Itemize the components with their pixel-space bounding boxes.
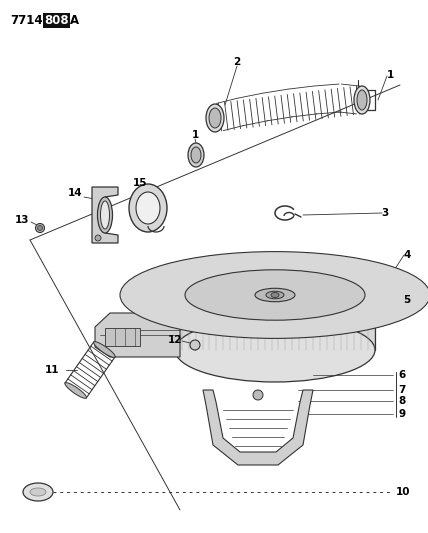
Ellipse shape — [354, 86, 370, 114]
Text: 808: 808 — [44, 14, 68, 27]
Bar — [175, 281, 375, 350]
Text: 7714: 7714 — [10, 14, 43, 27]
Text: 1: 1 — [191, 130, 199, 140]
Text: 15: 15 — [133, 178, 147, 188]
Text: 14: 14 — [68, 188, 82, 198]
Ellipse shape — [209, 108, 221, 128]
Text: 6: 6 — [398, 370, 406, 380]
Ellipse shape — [206, 104, 224, 132]
Text: 10: 10 — [396, 487, 410, 497]
Polygon shape — [95, 313, 180, 357]
Ellipse shape — [136, 192, 160, 224]
Ellipse shape — [129, 184, 167, 232]
Text: 4: 4 — [403, 250, 411, 260]
Polygon shape — [92, 187, 118, 243]
Text: 8: 8 — [398, 396, 406, 406]
Text: 808: 808 — [44, 14, 68, 27]
Text: 7: 7 — [398, 385, 406, 395]
Ellipse shape — [175, 318, 375, 382]
Circle shape — [95, 235, 101, 241]
Text: A: A — [70, 14, 79, 27]
Circle shape — [190, 340, 200, 350]
Text: 1: 1 — [386, 70, 394, 80]
Ellipse shape — [65, 383, 86, 398]
Ellipse shape — [101, 201, 110, 229]
Circle shape — [38, 225, 42, 230]
Ellipse shape — [357, 90, 367, 110]
Polygon shape — [203, 390, 313, 465]
Circle shape — [253, 390, 263, 400]
Text: 9: 9 — [398, 409, 406, 419]
Circle shape — [355, 92, 361, 98]
Text: 3: 3 — [381, 208, 389, 218]
Text: 12: 12 — [168, 335, 182, 345]
Ellipse shape — [23, 483, 53, 501]
Ellipse shape — [191, 147, 201, 163]
Ellipse shape — [94, 342, 115, 357]
Circle shape — [36, 223, 45, 232]
Ellipse shape — [266, 291, 284, 299]
Ellipse shape — [255, 288, 295, 302]
Ellipse shape — [175, 267, 375, 323]
Text: 11: 11 — [45, 365, 59, 375]
Ellipse shape — [185, 270, 365, 320]
Text: 2: 2 — [233, 57, 241, 67]
Bar — [105, 328, 140, 346]
Ellipse shape — [98, 197, 113, 233]
Ellipse shape — [188, 143, 204, 167]
Text: 13: 13 — [15, 215, 29, 225]
Ellipse shape — [271, 293, 279, 297]
Ellipse shape — [30, 488, 46, 496]
Circle shape — [356, 102, 360, 108]
Text: 5: 5 — [403, 295, 410, 305]
Ellipse shape — [120, 252, 428, 338]
